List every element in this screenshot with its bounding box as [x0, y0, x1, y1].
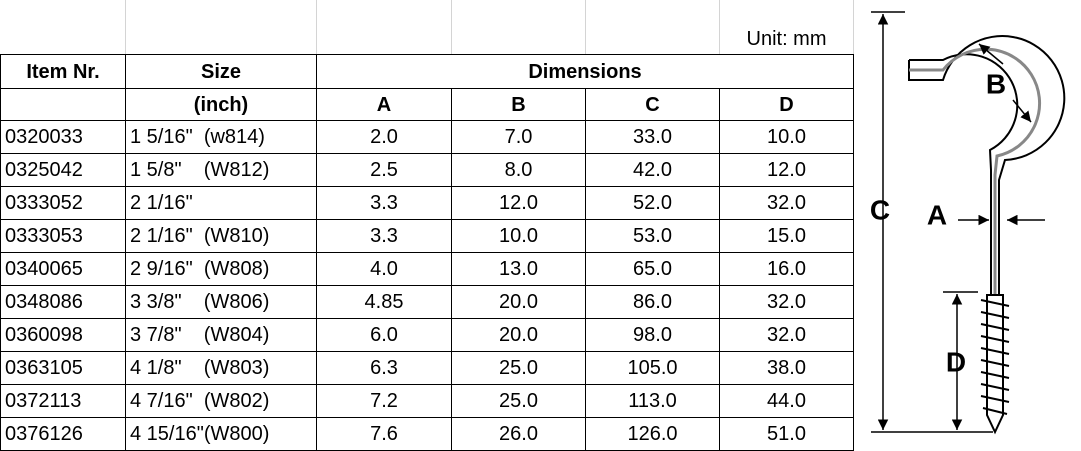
dimension-cell: 16.0 — [719, 252, 854, 286]
dimension-cell: 25.0 — [451, 351, 586, 385]
hook-outline — [908, 35, 1066, 435]
dimension-cell: 38.0 — [719, 351, 854, 385]
item-cell: 0325042 — [0, 153, 126, 187]
item-cell: 0333052 — [0, 186, 126, 220]
dimension-cell: 51.0 — [719, 417, 854, 451]
header-dimension: A — [316, 88, 452, 121]
blank-cell — [0, 0, 126, 55]
header-dimension: B — [451, 88, 586, 121]
item-cell: 0340065 — [0, 252, 126, 286]
dimension-cell: 26.0 — [451, 417, 586, 451]
unit-label: Unit: mm — [746, 27, 827, 50]
size-cell: 4 15/16"(W800) — [125, 417, 317, 451]
dimension-cell: 42.0 — [585, 153, 720, 187]
blank-cell — [125, 0, 317, 55]
dimension-cell: 8.0 — [451, 153, 586, 187]
item-cell: 0363105 — [0, 351, 126, 385]
label-c: C — [870, 194, 890, 225]
dimension-cell: 10.0 — [451, 219, 586, 253]
dimension-cell: 20.0 — [451, 318, 586, 352]
size-cell: 4 1/8" (W803) — [125, 351, 317, 385]
dimension-cell: 7.0 — [451, 120, 586, 154]
header-dimensions: Dimensions — [316, 54, 854, 89]
dimension-cell: 3.3 — [316, 219, 452, 253]
dimension-cell: 65.0 — [585, 252, 720, 286]
label-a: A — [927, 199, 947, 230]
dimension-cell: 98.0 — [585, 318, 720, 352]
item-cell: 0372113 — [0, 384, 126, 418]
header-blank — [0, 88, 126, 121]
size-cell: 1 5/16" (w814) — [125, 120, 317, 154]
blank-cell — [316, 0, 452, 55]
size-cell: 2 1/16" (W810) — [125, 219, 317, 253]
size-cell: 4 7/16" (W802) — [125, 384, 317, 418]
blank-cell — [451, 0, 586, 55]
size-cell: 1 5/8" (W812) — [125, 153, 317, 187]
dimension-cell: 15.0 — [719, 219, 854, 253]
blank-cell — [585, 0, 720, 55]
item-cell: 0360098 — [0, 318, 126, 352]
dimension-cell: 10.0 — [719, 120, 854, 154]
label-b: B — [986, 68, 1006, 99]
dimension-cell: 53.0 — [585, 219, 720, 253]
dimension-cell: 44.0 — [719, 384, 854, 418]
item-cell: 0348086 — [0, 285, 126, 319]
dimension-cell: 6.3 — [316, 351, 452, 385]
dimension-cell: 7.2 — [316, 384, 452, 418]
dimension-cell: 13.0 — [451, 252, 586, 286]
size-cell: 3 7/8" (W804) — [125, 318, 317, 352]
dimension-cell: 12.0 — [451, 186, 586, 220]
dimension-cell: 2.0 — [316, 120, 452, 154]
dimension-cell: 32.0 — [719, 318, 854, 352]
header-size-unit: (inch) — [125, 88, 317, 121]
dimension-cell: 25.0 — [451, 384, 586, 418]
dimension-cell: 86.0 — [585, 285, 720, 319]
dimension-cell: 32.0 — [719, 285, 854, 319]
dimension-cell: 113.0 — [585, 384, 720, 418]
blank-cell — [719, 0, 854, 55]
hook-diagram: C A B D — [870, 11, 1066, 435]
dimension-cell: 7.6 — [316, 417, 452, 451]
dimension-lines — [871, 11, 1045, 433]
dimension-cell: 3.3 — [316, 186, 452, 220]
dimension-cell: 32.0 — [719, 186, 854, 220]
header-dimension: D — [719, 88, 854, 121]
dimension-cell: 126.0 — [585, 417, 720, 451]
dimension-cell: 6.0 — [316, 318, 452, 352]
thread — [980, 299, 1010, 415]
dimension-cell: 4.85 — [316, 285, 452, 319]
header-item: Item Nr. — [0, 54, 126, 89]
header-size: Size — [125, 54, 317, 89]
size-cell: 2 9/16" (W808) — [125, 252, 317, 286]
dimension-cell: 33.0 — [585, 120, 720, 154]
header-dimension: C — [585, 88, 720, 121]
dimension-cell: 2.5 — [316, 153, 452, 187]
size-cell: 2 1/16" — [125, 186, 317, 220]
label-d: D — [946, 346, 966, 377]
dimension-cell: 52.0 — [585, 186, 720, 220]
dimension-cell: 105.0 — [585, 351, 720, 385]
item-cell: 0333053 — [0, 219, 126, 253]
dimension-cell: 20.0 — [451, 285, 586, 319]
size-cell: 3 3/8" (W806) — [125, 285, 317, 319]
dimension-cell: 4.0 — [316, 252, 452, 286]
item-cell: 0320033 — [0, 120, 126, 154]
dimension-cell: 12.0 — [719, 153, 854, 187]
item-cell: 0376126 — [0, 417, 126, 451]
